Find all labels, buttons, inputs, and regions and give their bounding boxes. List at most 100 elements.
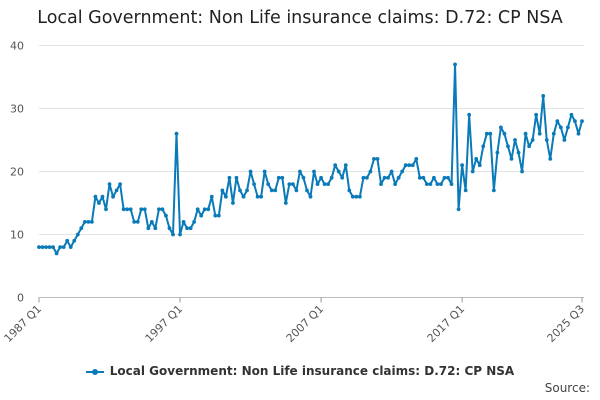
data-point [365,175,369,180]
data-point [368,169,373,174]
data-point [171,232,175,237]
data-point [111,194,115,199]
data-point [245,188,249,193]
data-point [389,169,394,174]
data-point [142,207,147,212]
data-point [484,131,489,136]
data-point [227,175,232,180]
x-tick-label: 2017 Q1 [425,302,468,345]
data-point [305,188,309,193]
data-point [188,226,193,231]
data-point [206,207,211,212]
data-point [534,112,539,117]
data-point [432,175,436,180]
legend[interactable]: Local Government: Non Life insurance cla… [0,364,600,378]
data-point [252,182,256,187]
data-point [146,226,151,231]
data-point [294,188,299,193]
data-point [456,207,461,212]
data-point [75,232,80,237]
data-point [502,131,507,136]
data-point [523,131,528,136]
data-point [61,245,66,250]
data-point [44,245,48,250]
data-point [121,207,126,212]
data-point [234,175,239,180]
data-point [551,131,556,136]
data-point [202,207,207,212]
data-point [259,194,264,199]
data-point [283,201,288,205]
data-point [407,163,412,168]
data-point [72,238,77,243]
x-tick-label: 1987 Q1 [2,302,45,345]
data-point [231,201,235,205]
data-point [51,245,55,250]
data-point [513,138,517,142]
data-point [446,175,450,180]
data-point [439,182,443,187]
y-tick-label: 0 [17,292,24,305]
data-point [569,112,574,117]
data-point [280,175,285,180]
data-point [516,150,521,155]
data-point [386,175,390,180]
data-point [379,182,383,187]
y-tick-label: 20 [10,166,24,179]
data-point [481,144,486,149]
data-point [125,207,130,212]
x-tick-label: 1997 Q1 [143,302,186,345]
data-point [428,182,433,187]
data-point [506,144,510,149]
y-axis: 0 10 20 30 40 [10,40,24,305]
data-point [100,194,105,199]
data-point [213,213,218,218]
data-point [453,62,457,67]
chart-title: Local Government: Non Life insurance cla… [37,8,563,28]
data-point [414,157,419,161]
data-point [178,232,182,237]
data-point [107,182,112,187]
x-tick-label: 2007 Q1 [284,302,327,345]
data-point [65,238,70,243]
data-point [421,175,426,180]
data-point [290,182,295,187]
data-point [470,169,475,174]
data-point [361,175,366,180]
data-point [93,194,98,199]
data-point [128,207,133,212]
data-point [149,220,154,224]
data-point [156,207,161,212]
data-point [54,251,59,256]
data-point [460,163,465,168]
data-point [576,131,581,136]
data-point [562,138,567,142]
data-point [199,213,204,218]
data-point [403,163,408,168]
data-point [566,125,570,130]
y-tick-label: 10 [10,229,24,242]
data-point [269,188,274,193]
data-point [477,163,482,168]
data-point [262,169,267,174]
data-point [298,169,302,174]
data-point [354,194,359,199]
data-point [181,220,186,224]
data-point [114,188,119,193]
data-point [442,175,447,180]
data-point [488,131,493,136]
data-point [82,220,87,224]
data-point [104,207,108,212]
x-axis: 1987 Q1 1997 Q1 2007 Q1 2017 Q1 2025 Q3 [2,297,587,345]
data-point [467,112,472,117]
data-point [167,226,172,231]
data-point [340,175,345,180]
y-tick-label: 30 [10,103,24,116]
data-point [40,245,45,250]
data-point [89,220,94,224]
series-layer [37,62,584,256]
data-point [357,194,362,199]
data-point [495,150,500,155]
data-point [372,157,376,161]
